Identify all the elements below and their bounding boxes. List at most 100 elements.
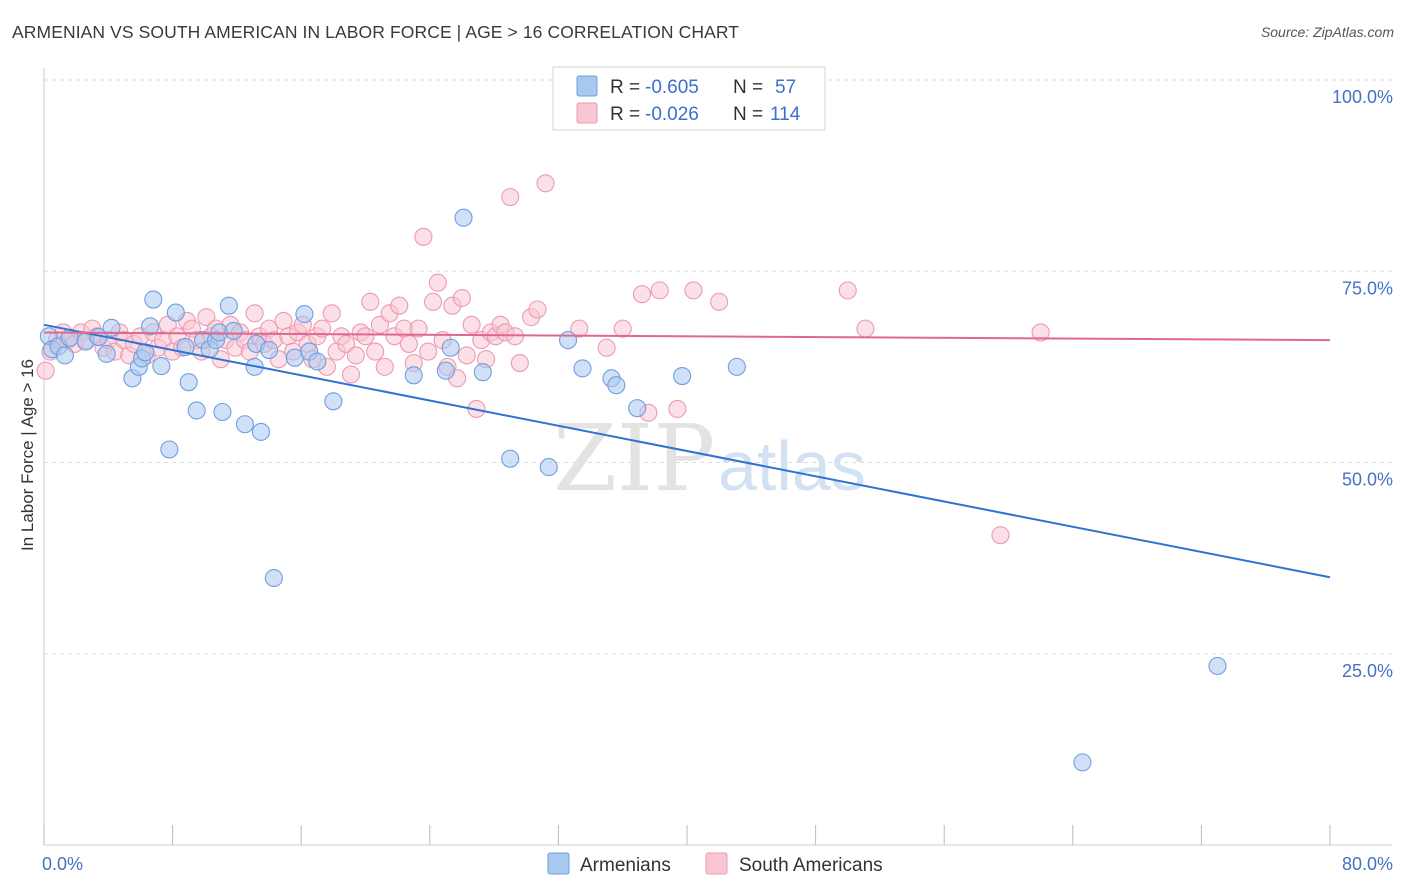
south-american-point [375, 357, 394, 376]
legend-r-value-2: -0.026 [645, 104, 699, 125]
armenian-point [166, 303, 185, 322]
y-tick-label: 100.0% [1332, 87, 1393, 107]
armenians-legend-label: Armenians [580, 855, 671, 876]
south-american-point [356, 327, 375, 346]
south-americans-legend-label: South Americans [739, 855, 883, 876]
south-american-point [361, 292, 380, 311]
armenian-point [97, 344, 116, 363]
watermark-atlas: atlas [718, 427, 866, 505]
armenian-point [219, 296, 238, 315]
south-american-point [597, 338, 616, 357]
south-american-point [684, 281, 703, 300]
armenian-point [539, 458, 558, 477]
y-tick-labels: 25.0% 50.0% 75.0% 100.0% [1332, 87, 1393, 681]
south-american-point [414, 227, 433, 246]
south-american-point [650, 281, 669, 300]
armenian-point [141, 317, 160, 336]
watermark-zip: ZIP [553, 405, 715, 512]
south-american-point [613, 319, 632, 338]
south-american-point [536, 174, 555, 193]
south-american-point [1031, 323, 1050, 342]
armenian-point [727, 357, 746, 376]
south-american-point [245, 304, 264, 323]
legend-n-value-1: 57 [775, 77, 796, 98]
y-tick-label: 50.0% [1342, 470, 1393, 490]
stats-legend-box [552, 66, 826, 131]
south-american-point [322, 304, 341, 323]
south-american-point [632, 285, 652, 304]
south-american-point [510, 353, 529, 373]
south-american-point [36, 361, 55, 380]
series-legend: Armenians South Americans [547, 852, 883, 876]
south-american-point [366, 342, 385, 361]
south-american-point [409, 319, 428, 338]
armenians-legend-swatch [547, 852, 570, 875]
south-american-point [856, 319, 875, 338]
south-americans-points [36, 174, 1050, 545]
armenian-point [224, 321, 243, 340]
armenians-points [39, 208, 1227, 772]
armenian-point [473, 363, 492, 382]
legend-n-value-2: 114 [770, 104, 801, 125]
legend-r-label-2: R = [610, 104, 640, 125]
grid-lines [44, 79, 1392, 655]
south-american-point [390, 296, 409, 315]
axes [43, 68, 1392, 846]
armenian-point [295, 305, 314, 324]
south-american-point [668, 399, 687, 419]
armenians-swatch [576, 75, 598, 97]
x-tick-label-min: 0.0% [42, 854, 83, 874]
watermark: ZIP atlas [553, 405, 866, 512]
legend-n-label-2: N = [733, 104, 763, 125]
armenian-point [628, 399, 647, 418]
armenian-point [1073, 753, 1092, 772]
legend-r-value-1: -0.605 [645, 77, 699, 98]
armenian-point [673, 367, 692, 386]
armenian-point [179, 373, 198, 392]
south-american-point [419, 342, 438, 361]
south-american-point [838, 281, 857, 300]
armenian-point [251, 422, 271, 441]
legend-r-label-1: R = [610, 77, 640, 98]
armenian-point [152, 357, 171, 376]
armenian-point [573, 359, 592, 378]
trend-lines [43, 323, 1331, 579]
y-axis-label: In Labor Force | Age > 16 [18, 359, 37, 551]
south-american-point [399, 334, 418, 353]
chart-title: ARMENIAN VS SOUTH AMERICAN IN LABOR FORC… [12, 22, 740, 42]
south-american-point [570, 319, 589, 338]
armenian-point [160, 440, 179, 459]
south-american-point [341, 365, 361, 384]
south-americans-legend-swatch [705, 852, 728, 875]
x-tick-labels: 0.0% 80.0% [42, 854, 1393, 874]
armenian-point [501, 449, 520, 468]
armenian-point [187, 401, 206, 420]
armenian-point [235, 415, 254, 434]
south-american-point [462, 315, 481, 334]
armenians-trend-line [43, 323, 1331, 579]
south-american-point [991, 526, 1010, 545]
south-american-point [528, 300, 547, 319]
armenian-point [264, 568, 283, 588]
x-tick-label-max: 80.0% [1342, 854, 1393, 874]
south-american-point [501, 187, 520, 207]
y-tick-label: 25.0% [1342, 661, 1393, 681]
armenian-point [213, 402, 232, 422]
stats-legend: R = -0.605 N = 57 R = -0.026 N = 114 [552, 66, 826, 131]
armenian-point [454, 208, 473, 227]
south-american-point [452, 288, 472, 308]
armenian-point [55, 346, 74, 365]
legend-n-label-1: N = [733, 77, 763, 98]
south-americans-swatch [576, 102, 598, 124]
armenian-point [144, 290, 163, 309]
source-label: Source: ZipAtlas.com [1260, 24, 1394, 40]
south-american-point [346, 346, 365, 365]
y-tick-label: 75.0% [1342, 278, 1393, 298]
armenian-point [558, 331, 578, 350]
armenian-point [324, 392, 343, 411]
armenian-point [308, 352, 327, 371]
armenian-point [404, 366, 423, 385]
south-american-point [423, 292, 443, 311]
south-americans-trend-line [43, 331, 1331, 342]
south-american-point [428, 273, 447, 292]
